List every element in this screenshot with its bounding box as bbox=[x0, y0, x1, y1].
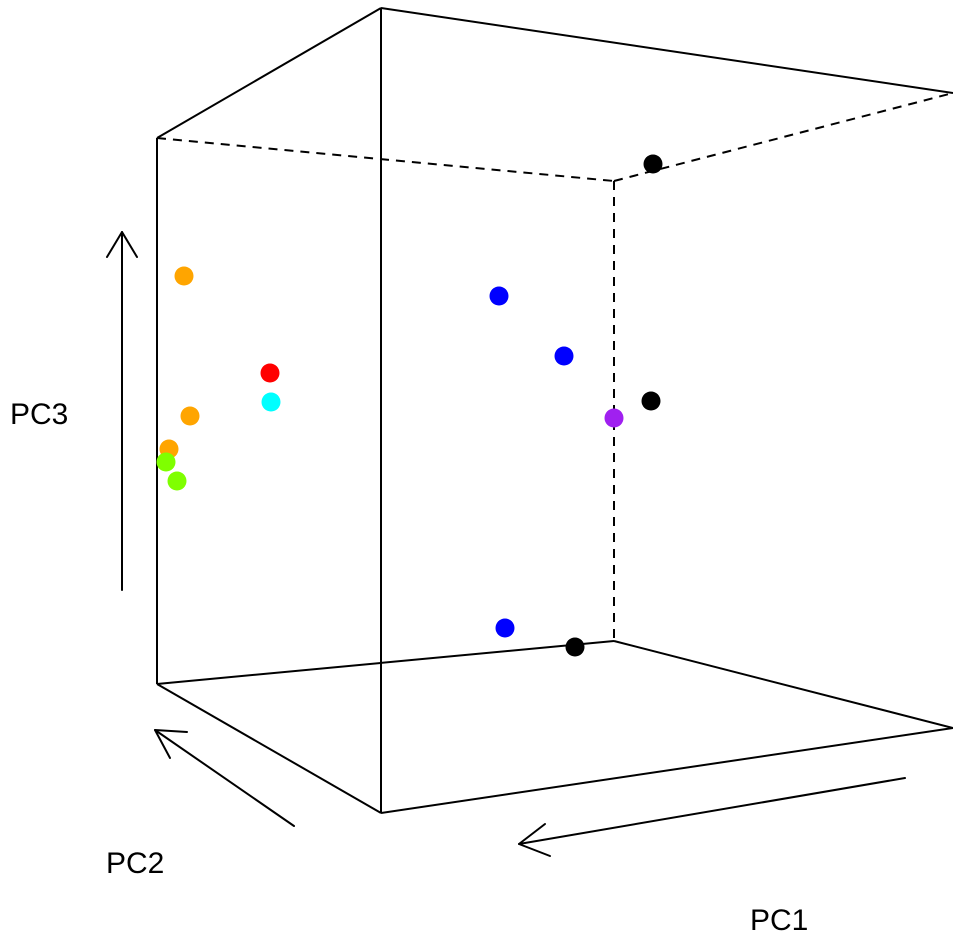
pc1-axis-arrow bbox=[518, 777, 906, 857]
box-edge-bottom-back-right bbox=[613, 640, 953, 729]
data-point bbox=[643, 154, 663, 174]
box-edge-hidden-top-right bbox=[613, 92, 953, 182]
data-point bbox=[167, 471, 187, 491]
data-points bbox=[156, 154, 663, 657]
data-point bbox=[174, 266, 194, 286]
data-point bbox=[489, 286, 509, 306]
pc3-axis-label: PC3 bbox=[10, 398, 68, 431]
data-point bbox=[156, 452, 176, 472]
box-edge-bottom-left bbox=[156, 683, 382, 814]
data-point bbox=[554, 346, 574, 366]
pc1-axis-label: PC1 bbox=[750, 904, 808, 937]
data-point bbox=[261, 392, 281, 412]
box-edge-hidden-top-left bbox=[156, 137, 615, 182]
box-edge-bottom-front-right bbox=[380, 727, 953, 814]
pc2-axis-label: PC2 bbox=[106, 847, 164, 880]
data-point bbox=[260, 363, 280, 383]
data-point bbox=[565, 637, 585, 657]
box-edge-bottom-back-left bbox=[156, 640, 615, 685]
pc2-axis-arrow bbox=[154, 729, 295, 827]
data-point bbox=[180, 406, 200, 426]
data-point bbox=[604, 408, 624, 428]
data-point bbox=[495, 618, 515, 638]
box-visible-edges bbox=[156, 7, 953, 814]
box-edge-top-left-back bbox=[156, 7, 382, 139]
box-edge-top-back-right bbox=[380, 7, 953, 94]
data-point bbox=[641, 391, 661, 411]
pc3-axis-arrow bbox=[106, 231, 138, 591]
